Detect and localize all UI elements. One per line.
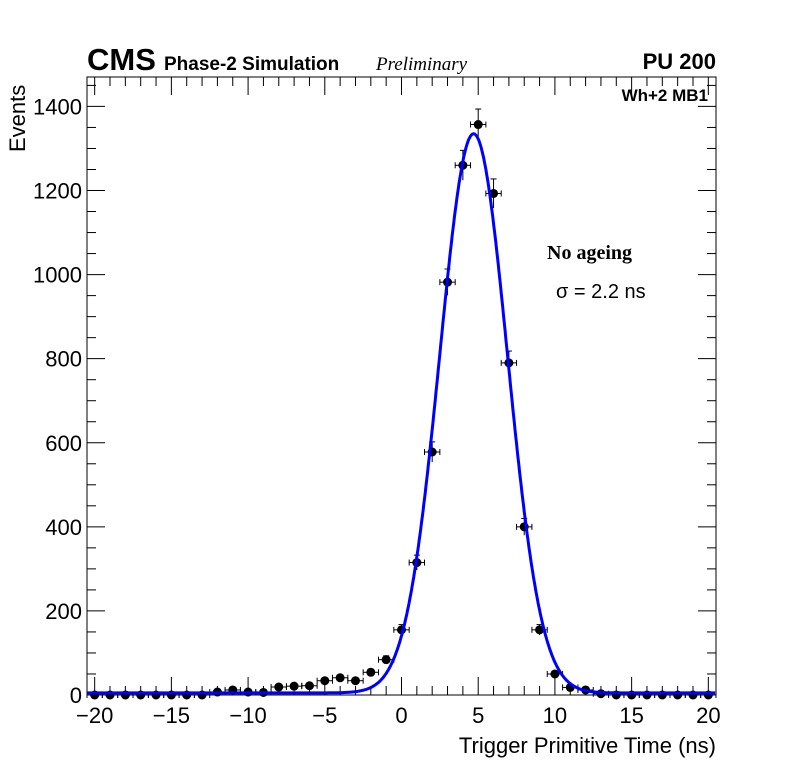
data-marker xyxy=(274,682,284,692)
data-point xyxy=(424,441,441,463)
x-tick-label: −10 xyxy=(229,703,266,728)
x-tick-label: 15 xyxy=(619,703,643,728)
gaussian-fit-curve xyxy=(87,132,716,695)
y-tick-label: 600 xyxy=(45,431,82,456)
x-axis-title: Trigger Primitive Time (ns) xyxy=(459,733,716,758)
data-marker xyxy=(335,673,345,683)
data-point xyxy=(270,682,287,692)
resolution-label: σ = 2.2 ns xyxy=(556,281,646,303)
x-tick-label: −15 xyxy=(153,703,190,728)
y-axis-title: Events xyxy=(5,85,30,152)
data-point xyxy=(347,676,364,686)
x-tick-label: 20 xyxy=(696,703,720,728)
y-tick-label: 1000 xyxy=(33,263,82,288)
y-tick-label: 800 xyxy=(45,347,82,372)
data-marker xyxy=(304,681,314,691)
data-marker xyxy=(366,667,376,677)
y-tick-label: 1400 xyxy=(33,94,82,119)
data-marker xyxy=(473,120,483,130)
x-tick-label: −20 xyxy=(76,703,113,728)
data-point xyxy=(331,673,349,683)
station-label: Wh+2 MB1 xyxy=(622,86,708,105)
y-tick-label: 1200 xyxy=(33,179,82,204)
data-point xyxy=(362,667,379,677)
condition-label: No ageing xyxy=(547,242,632,264)
pileup-label: PU 200 xyxy=(643,49,716,74)
data-point xyxy=(316,676,333,686)
plot-frame xyxy=(86,76,717,696)
preliminary-label: Preliminary xyxy=(375,54,468,75)
x-tick-label: 10 xyxy=(543,703,567,728)
subtitle-label: Phase-2 Simulation xyxy=(164,54,339,75)
data-point xyxy=(301,681,318,691)
data-point xyxy=(285,681,303,691)
data-point xyxy=(470,108,487,140)
cms-label: CMS xyxy=(87,42,156,77)
y-tick-label: 200 xyxy=(45,599,82,624)
data-marker xyxy=(550,669,560,679)
y-tick-label: 0 xyxy=(70,683,82,708)
x-tick-label: −5 xyxy=(312,703,337,728)
x-tick-label: 0 xyxy=(395,703,407,728)
data-marker xyxy=(535,625,545,635)
data-marker xyxy=(289,681,299,691)
x-tick-label: 5 xyxy=(472,703,484,728)
data-marker xyxy=(381,655,391,665)
y-tick-label: 400 xyxy=(45,515,82,540)
data-marker xyxy=(320,676,330,686)
data-marker xyxy=(350,676,360,686)
